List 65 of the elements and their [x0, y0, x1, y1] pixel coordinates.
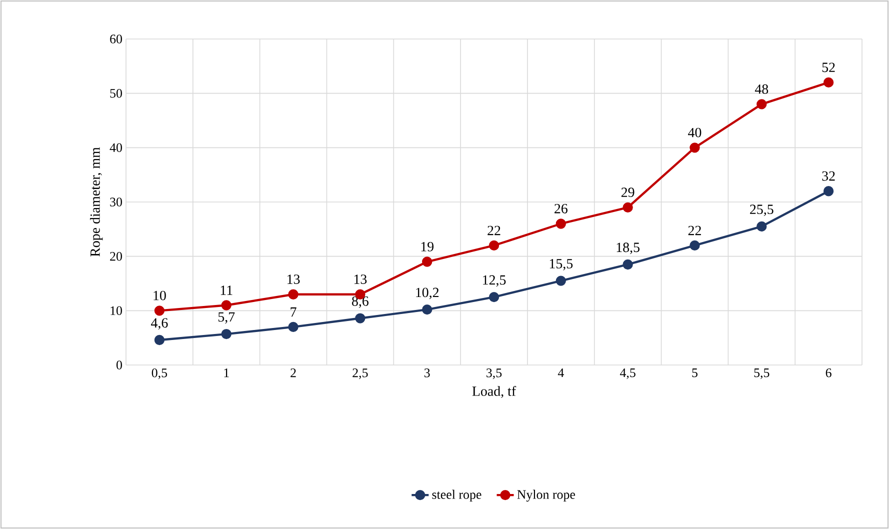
point — [355, 313, 366, 324]
data-label: 29 — [621, 188, 634, 198]
x-tick-label: 2,5 — [352, 368, 368, 380]
data-label: 4,6 — [151, 318, 168, 330]
point — [154, 334, 165, 346]
point — [823, 77, 834, 88]
data-label: 15,5 — [550, 259, 573, 270]
y-tick-label: 40 — [110, 143, 122, 152]
y-tick-label: 10 — [110, 306, 122, 316]
x-tick-label: 2 — [290, 368, 296, 378]
y-tick-label: 30 — [110, 198, 122, 206]
point — [622, 259, 633, 270]
point — [288, 322, 298, 332]
data-label: 10 — [154, 290, 166, 300]
data-label: 22 — [488, 226, 500, 236]
point — [288, 289, 298, 300]
x-tick-label: 3,5 — [486, 368, 502, 380]
data-label: 22 — [688, 226, 701, 236]
x-tick-label: 6 — [826, 368, 832, 378]
point — [154, 306, 165, 316]
y-axis-title: Rope diameter, mm — [90, 147, 103, 257]
point — [690, 240, 700, 251]
point — [756, 221, 767, 232]
data-label: 26 — [554, 204, 568, 214]
y-tick-label: 0 — [116, 360, 122, 370]
x-tick-label: 4,5 — [620, 368, 636, 380]
legend-label: steel rope — [432, 490, 482, 502]
point — [422, 304, 432, 315]
data-label: 10,2 — [416, 288, 439, 300]
data-label: 13 — [288, 274, 300, 284]
data-label: 11 — [220, 286, 232, 295]
x-tick-label: 1 — [224, 368, 229, 378]
data-label: 25,5 — [750, 204, 774, 216]
data-label: 19 — [421, 242, 434, 252]
data-label: 5,7 — [218, 312, 235, 324]
y-tick-label: 20 — [110, 252, 122, 261]
data-label: 32 — [822, 171, 835, 181]
data-label: 40 — [688, 128, 702, 138]
data-label: 18,5 — [616, 242, 640, 254]
x-axis-title: Load, tf — [472, 386, 516, 398]
data-label: 12,5 — [483, 275, 506, 287]
data-label: 8,6 — [352, 296, 368, 308]
point — [488, 292, 500, 302]
y-tick-label: 50 — [110, 88, 122, 98]
x-tick-label: 4 — [558, 368, 564, 378]
data-label: 52 — [822, 62, 835, 72]
data-label: 13 — [354, 274, 367, 284]
point — [221, 328, 232, 340]
point — [556, 218, 566, 229]
x-tick-label: 3 — [424, 368, 430, 378]
point — [756, 99, 767, 110]
point — [622, 202, 633, 213]
point — [221, 300, 232, 310]
legend-label: Nylon rope — [517, 490, 576, 502]
x-tick-label: 5 — [692, 368, 698, 378]
x-tick-label: 0,5 — [152, 368, 168, 380]
y-tick-label: 60 — [110, 34, 122, 44]
point — [823, 186, 834, 196]
data-label: 7 — [290, 307, 296, 317]
x-tick-label: 5,5 — [754, 368, 770, 379]
point — [488, 240, 500, 251]
point — [556, 276, 566, 286]
point — [422, 256, 432, 267]
data-label: 48 — [754, 84, 768, 94]
point — [690, 142, 700, 153]
